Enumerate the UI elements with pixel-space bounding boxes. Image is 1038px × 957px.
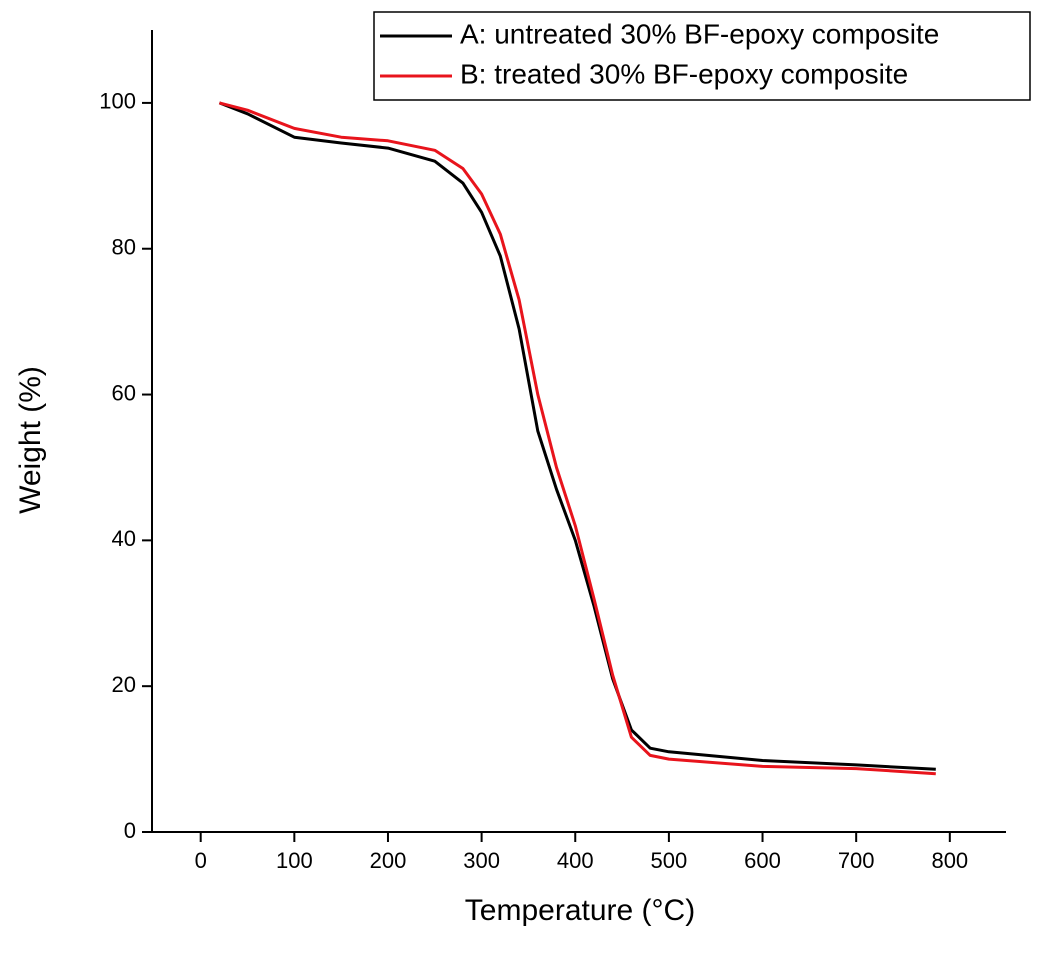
x-tick-label: 600: [744, 848, 781, 873]
y-tick-label: 40: [112, 526, 136, 551]
x-axis-label: Temperature (°C): [465, 894, 695, 927]
legend-text: A: untreated 30% BF-epoxy composite: [460, 18, 939, 49]
y-axis-label: Weight (%): [14, 366, 47, 514]
y-tick-label: 80: [112, 235, 136, 260]
legend-box: [373, 11, 1031, 101]
x-tick-label: 500: [651, 848, 688, 873]
x-tick-label: 0: [195, 848, 207, 873]
series-line: [218, 101, 936, 771]
x-tick-label: 300: [463, 848, 500, 873]
y-tick-label: 100: [99, 89, 136, 114]
x-tick-label: 700: [838, 848, 875, 873]
x-tick-label: 100: [276, 848, 313, 873]
x-tick-label: 800: [931, 848, 968, 873]
x-tick-label: 400: [557, 848, 594, 873]
y-tick-label: 60: [112, 380, 136, 405]
y-tick-label: 20: [112, 672, 136, 697]
y-tick-label: 0: [124, 818, 136, 843]
x-tick-label: 200: [370, 848, 407, 873]
series-line: [219, 101, 936, 776]
legend-text: B: treated 30% BF-epoxy composite: [460, 58, 908, 89]
